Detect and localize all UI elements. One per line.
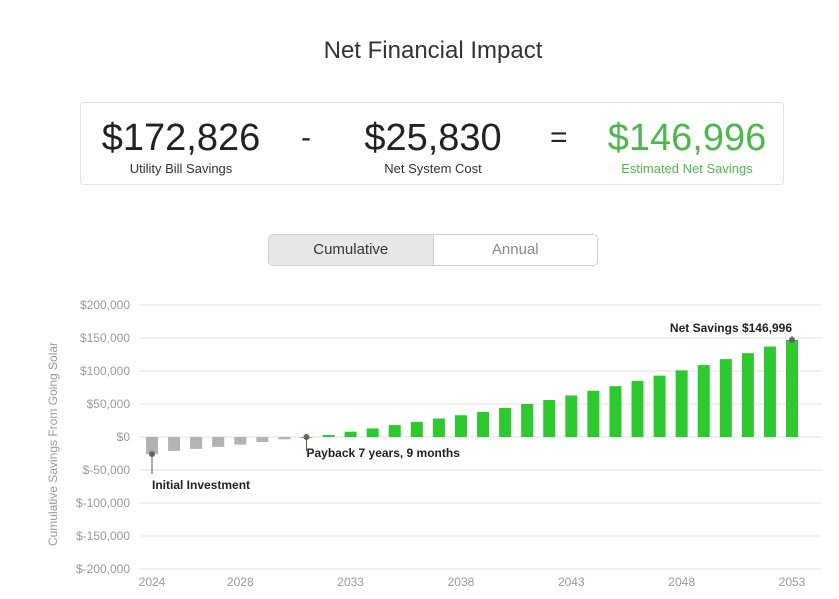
y-tick-label: $-100,000 — [76, 496, 130, 510]
annotation-label: Payback 7 years, 9 months — [306, 446, 460, 460]
y-tick-label: $-200,000 — [76, 562, 130, 576]
x-tick-label: 2053 — [779, 575, 806, 589]
bar — [653, 375, 666, 437]
minus-operator: - — [301, 121, 311, 154]
bar — [278, 437, 291, 440]
bar — [741, 353, 754, 437]
y-tick-label: $-50,000 — [83, 463, 131, 477]
annotation-marker — [149, 451, 155, 458]
bar — [675, 370, 688, 437]
bar — [609, 386, 622, 437]
bar — [388, 425, 401, 437]
system-cost-stat: $25,830 Net System Cost — [353, 115, 513, 177]
bar — [256, 437, 269, 442]
net-savings-label: Estimated Net Savings — [621, 161, 753, 176]
cumulative-savings-chart: Cumulative Savings From Going Solar $200… — [46, 298, 822, 589]
x-tick-label: 2024 — [139, 575, 166, 589]
bill-savings-stat: $172,826 Utility Bill Savings — [101, 115, 261, 177]
bar — [719, 359, 732, 437]
bar — [786, 339, 798, 437]
bar — [763, 346, 776, 437]
x-axis-ticks: 2024 2028 2033 2038 2043 2048 2053 — [139, 575, 806, 589]
annual-tab[interactable]: Annual — [433, 235, 597, 265]
y-tick-label: $-150,000 — [76, 529, 130, 543]
bar — [499, 407, 512, 437]
x-tick-label: 2028 — [227, 575, 254, 589]
bar — [212, 437, 225, 447]
bar — [697, 365, 710, 437]
bar — [454, 415, 467, 437]
x-tick-label: 2033 — [337, 575, 364, 589]
view-toggle: Cumulative Annual — [268, 234, 598, 266]
x-tick-label: 2043 — [558, 575, 585, 589]
bar — [631, 380, 644, 437]
y-tick-label: $200,000 — [80, 298, 130, 312]
bar — [565, 395, 578, 437]
y-axis-label: Cumulative Savings From Going Solar — [46, 342, 60, 546]
bar — [477, 411, 490, 437]
cumulative-tab[interactable]: Cumulative — [269, 235, 434, 265]
bill-savings-value: $172,826 — [101, 117, 261, 159]
y-axis-ticks: $200,000 $150,000 $100,000 $50,000 $0 $-50,00… — [76, 298, 130, 576]
bars — [146, 339, 798, 455]
bar — [234, 437, 247, 445]
y-tick-label: $0 — [117, 430, 131, 444]
page-title: Net Financial Impact — [323, 37, 543, 64]
bar — [543, 400, 556, 437]
annotation-label: Initial Investment — [152, 478, 250, 492]
y-tick-label: $100,000 — [80, 364, 130, 378]
bar — [366, 428, 379, 437]
net-savings-value: $146,996 — [607, 117, 767, 159]
system-cost-value: $25,830 — [364, 117, 502, 159]
equals-operator: = — [550, 121, 568, 154]
summary-card: $172,826 Utility Bill Savings - $25,830 … — [80, 102, 784, 185]
bar — [322, 435, 335, 437]
bar — [587, 390, 600, 437]
net-savings-stat: $146,996 Estimated Net Savings — [603, 115, 771, 177]
bar — [168, 437, 181, 451]
bar — [410, 421, 423, 437]
annotations: Initial Investment Payback 7 years, 9 mon… — [149, 321, 795, 492]
bar — [190, 437, 203, 449]
bar — [344, 431, 357, 437]
annotation-label: Net Savings $146,996 — [670, 321, 792, 335]
x-tick-label: 2038 — [448, 575, 475, 589]
x-tick-label: 2048 — [668, 575, 695, 589]
system-cost-label: Net System Cost — [384, 161, 482, 176]
bill-savings-label: Utility Bill Savings — [129, 161, 233, 176]
bar — [432, 418, 445, 437]
bar — [146, 437, 158, 455]
bar — [521, 404, 534, 437]
y-tick-label: $50,000 — [87, 397, 131, 411]
y-tick-label: $150,000 — [80, 331, 130, 345]
